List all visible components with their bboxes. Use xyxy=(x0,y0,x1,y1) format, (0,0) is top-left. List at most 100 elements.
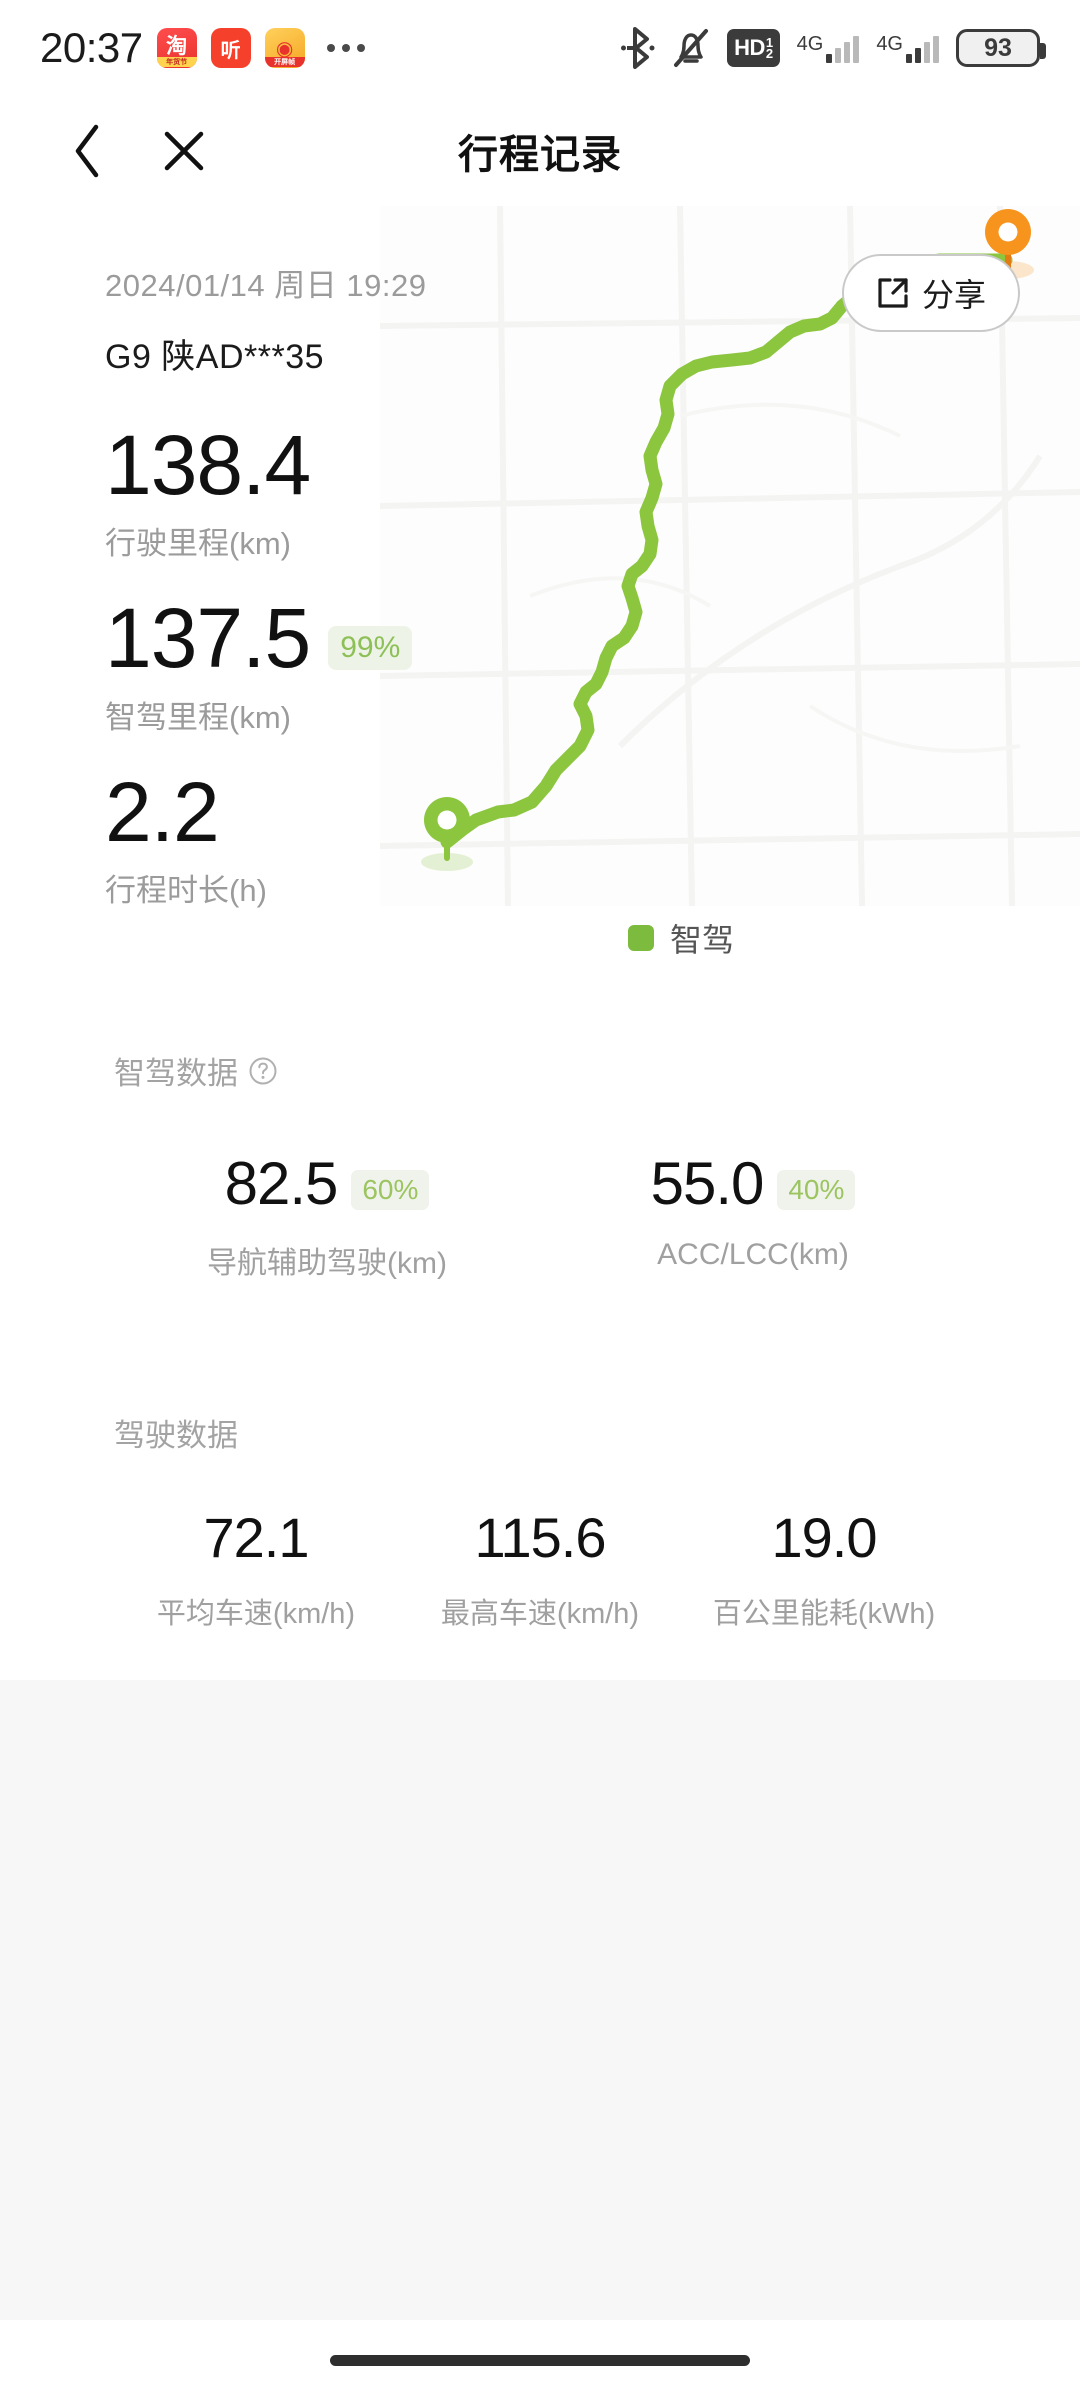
metric-value: 115.6 xyxy=(474,1506,607,1569)
sim1-signal-group: 4G xyxy=(797,33,860,63)
metric-label: 最高车速(km/h) xyxy=(440,1598,640,1630)
metric-label: 导航辅助驾驶(km) xyxy=(207,1247,447,1280)
sim2-signal-bars-icon xyxy=(906,33,939,63)
stat-total-distance: 138.4 行驶里程(km) xyxy=(105,418,1080,563)
bar xyxy=(853,36,860,63)
bar xyxy=(915,48,921,63)
volte-hd-label: HD xyxy=(734,35,765,60)
stat-label: 智驾里程(km) xyxy=(105,699,291,735)
home-indicator[interactable] xyxy=(330,2354,750,2366)
volte-sim-indices: 1 2 xyxy=(765,35,773,61)
share-button-label: 分享 xyxy=(921,277,986,313)
metric-percent-badge: 40% xyxy=(777,1169,856,1210)
taobao-glyph: 淘 xyxy=(166,34,188,58)
stat-label: 行程时长(h) xyxy=(105,872,267,908)
metric-percent-badge: 60% xyxy=(351,1169,430,1210)
close-icon xyxy=(164,131,204,171)
volte-sim1: 1 xyxy=(765,35,773,50)
metric-average-speed: 72.1 平均车速(km/h) xyxy=(114,1505,398,1632)
map-legend: 智驾 xyxy=(628,915,734,961)
stat-value-row: 2.2 xyxy=(105,764,1080,859)
trip-info-overlay: 2024/01/14 周日 19:29 G9 陕AD***35 分享 138.4… xyxy=(0,206,1080,944)
legend-swatch-adas xyxy=(628,925,654,951)
bar xyxy=(844,42,851,63)
metric-value: 82.5 xyxy=(224,1150,339,1217)
battery-icon: 93 xyxy=(956,29,1046,67)
stat-percent-badge: 99% xyxy=(328,626,413,671)
driving-card-header: 驾驶数据 xyxy=(114,1410,1024,1455)
home-indicator-area xyxy=(0,2320,1080,2400)
metric-navigation-assist: 82.5 60% 导航辅助驾驶(km) xyxy=(114,1149,540,1282)
bar xyxy=(933,36,939,63)
metric-label: 百公里能耗(kWh) xyxy=(712,1598,936,1630)
stat-value: 137.5 xyxy=(105,591,311,686)
bar xyxy=(924,42,930,63)
page-title: 行程记录 xyxy=(458,133,622,177)
bluetooth-icon xyxy=(621,27,655,69)
close-button[interactable] xyxy=(152,119,216,183)
sim1-network-label: 4G xyxy=(796,33,824,55)
share-button[interactable]: 分享 xyxy=(841,254,1020,332)
page-background-filler xyxy=(0,1680,1080,2320)
metric-value-row: 115.6 xyxy=(474,1505,607,1570)
sim1-signal-bars-icon xyxy=(826,33,860,63)
bar xyxy=(906,54,912,63)
volte-sim2: 2 xyxy=(765,46,773,61)
question-circle-icon[interactable] xyxy=(248,1056,278,1086)
dot xyxy=(341,44,350,52)
driving-card-title: 驾驶数据 xyxy=(114,1418,238,1453)
metric-label: ACC/LCC(km) xyxy=(657,1238,849,1271)
dot xyxy=(326,44,335,52)
notification-overflow-icon xyxy=(326,44,365,52)
metric-value-row: 55.0 40% xyxy=(651,1149,856,1218)
legend-label-adas: 智驾 xyxy=(670,922,735,958)
ting-icon: 听 xyxy=(210,28,251,68)
trip-stat-list: 138.4 行驶里程(km) 137.5 99% 智驾里程(km) 2.2 行程… xyxy=(105,418,1080,910)
status-bar-clock: 20:37 xyxy=(40,24,143,71)
status-bar-left: 20:37 淘 年货节 听 ◉ 开屏帧 xyxy=(40,24,365,72)
weibo-glyph: ◉ xyxy=(275,37,294,60)
chevron-left-icon xyxy=(75,124,99,178)
taobao-icon: 淘 年货节 xyxy=(156,28,197,68)
stat-duration: 2.2 行程时长(h) xyxy=(105,764,1080,910)
taobao-sub-label: 年货节 xyxy=(156,57,197,67)
metric-value-row: 19.0 xyxy=(771,1505,878,1570)
adas-metric-row: 82.5 60% 导航辅助驾驶(km) 55.0 40% ACC/LCC(km) xyxy=(114,1149,1024,1282)
stat-value-row: 138.4 xyxy=(105,418,1080,512)
trip-datetime: 2024/01/14 周日 19:29 xyxy=(105,268,427,303)
back-button[interactable] xyxy=(55,119,119,183)
driving-metric-row: 72.1 平均车速(km/h) 115.6 最高车速(km/h) 19.0 百公… xyxy=(114,1505,1024,1632)
ting-glyph: 听 xyxy=(220,39,241,62)
status-bar: 20:37 淘 年货节 听 ◉ 开屏帧 xyxy=(0,0,1080,96)
stat-value: 2.2 xyxy=(105,764,220,859)
driving-data-card: 驾驶数据 72.1 平均车速(km/h) 115.6 最高车速(km/h) 19… xyxy=(56,1358,1024,1648)
sim2-signal-group: 4G xyxy=(876,33,939,63)
status-bar-right: HD 1 2 4G 4G xyxy=(621,27,1046,69)
stat-value-row: 137.5 99% xyxy=(105,591,1080,686)
trip-summary-section: 2024/01/14 周日 19:29 G9 陕AD***35 分享 138.4… xyxy=(0,206,1080,966)
metric-value-row: 72.1 xyxy=(204,1505,310,1570)
stat-value: 138.4 xyxy=(105,418,311,512)
metric-value: 19.0 xyxy=(771,1506,878,1569)
stat-adas-distance: 137.5 99% 智驾里程(km) xyxy=(105,591,1080,736)
nav-bar: 行程记录 xyxy=(0,96,1080,206)
weibo-icon: ◉ 开屏帧 xyxy=(264,28,305,68)
bell-muted-icon xyxy=(674,29,709,67)
sim2-network-label: 4G xyxy=(876,33,903,55)
battery-percent-label: 93 xyxy=(984,33,1012,62)
metric-value: 55.0 xyxy=(650,1150,765,1217)
metric-max-speed: 115.6 最高车速(km/h) xyxy=(398,1505,682,1632)
metric-acc-lcc: 55.0 40% ACC/LCC(km) xyxy=(540,1149,966,1282)
metric-label: 平均车速(km/h) xyxy=(156,1598,356,1630)
adas-card-title: 智驾数据 xyxy=(114,1056,238,1091)
start-marker-icon xyxy=(421,797,473,871)
adas-card-header: 智驾数据 xyxy=(114,1048,1024,1093)
stat-label: 行驶里程(km) xyxy=(105,526,291,562)
adas-data-card: 智驾数据 82.5 60% 导航辅助驾驶(km) 55.0 40% xyxy=(56,996,1024,1326)
dot xyxy=(356,44,365,52)
trip-vehicle: G9 陕AD***35 xyxy=(105,338,325,376)
metric-value-row: 82.5 60% xyxy=(225,1149,430,1218)
bar xyxy=(826,54,833,63)
metric-energy-consumption: 19.0 百公里能耗(kWh) xyxy=(682,1505,966,1632)
